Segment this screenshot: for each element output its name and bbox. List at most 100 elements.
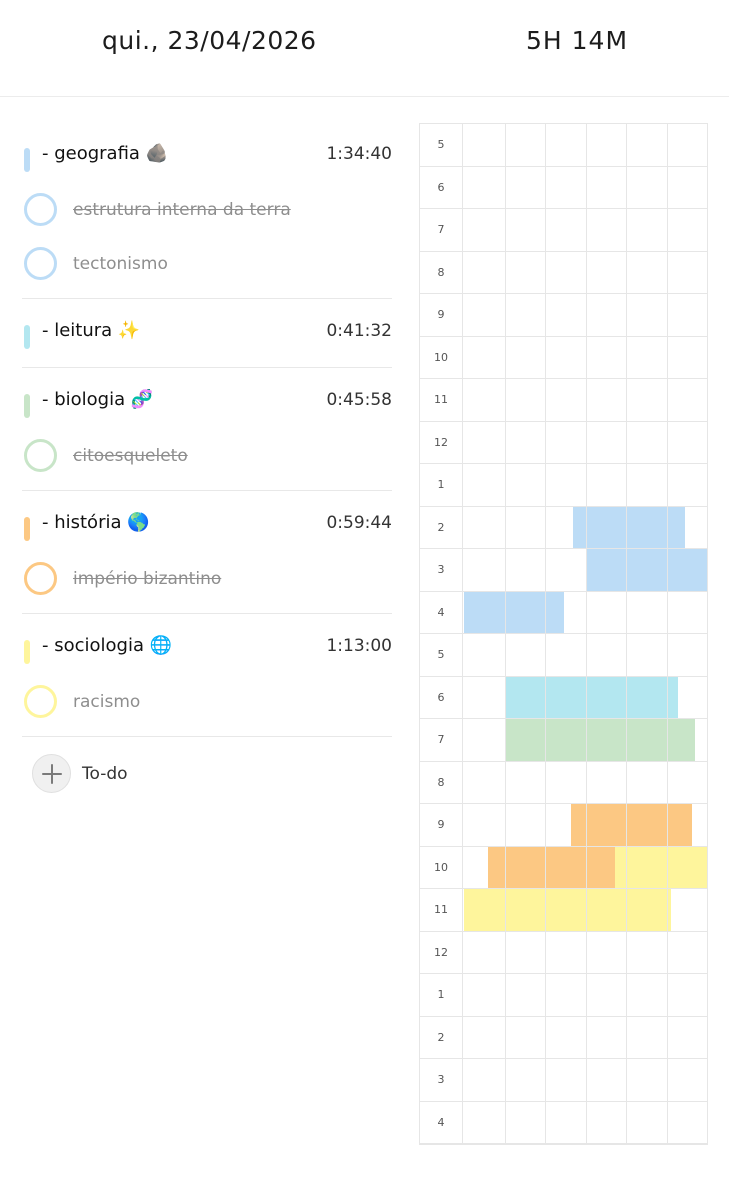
task-item[interactable]: império bizantino [22, 559, 392, 613]
timeline-row: 11 [420, 379, 707, 422]
timeline-block-geografia[interactable] [573, 506, 686, 548]
timeline-row: 4 [420, 591, 707, 634]
timeline-row: 6 [420, 166, 707, 209]
subject-row[interactable]: - geografia 🪨 1:34:40 [22, 122, 392, 190]
task-label: tectonismo [73, 254, 168, 274]
timeline-row: 5 [420, 634, 707, 677]
hour-label: 11 [420, 379, 463, 421]
hour-label: 10 [420, 336, 463, 378]
subject-color-bar [24, 394, 30, 418]
timeline-row: 12 [420, 421, 707, 464]
divider [22, 736, 392, 737]
subject-name: - sociologia 🌐 [42, 635, 173, 656]
plus-icon[interactable] [32, 754, 71, 793]
timeline-block-sociologia[interactable] [614, 846, 707, 888]
timeline-block-geografia[interactable] [585, 549, 707, 591]
subject-row[interactable]: - biologia 🧬 0:45:58 [22, 368, 392, 436]
timeline-row: 7 [420, 209, 707, 252]
task-label: citoesqueleto [73, 446, 188, 466]
timeline-block-geografia[interactable] [464, 591, 564, 633]
timeline-row: 6 [420, 676, 707, 719]
add-todo-button[interactable]: To-do [22, 737, 392, 797]
subject-row[interactable]: - sociologia 🌐 1:13:00 [22, 614, 392, 682]
subject-name: - geografia 🪨 [42, 143, 169, 164]
timeline-row: 1 [420, 464, 707, 507]
timeline-block-biologia[interactable] [505, 719, 695, 761]
subject-color-bar [24, 640, 30, 664]
hour-label: 6 [420, 676, 463, 718]
subject-time: 1:34:40 [326, 144, 392, 164]
task-checkbox[interactable] [24, 439, 57, 472]
divider [22, 613, 392, 614]
timeline-block-leitura[interactable] [505, 676, 678, 718]
hour-label: 11 [420, 889, 463, 931]
divider [22, 298, 392, 299]
divider [22, 490, 392, 491]
task-label: racismo [73, 692, 141, 712]
hour-label: 3 [420, 549, 463, 591]
hour-label: 10 [420, 846, 463, 888]
subject-time: 0:41:32 [326, 321, 392, 341]
timeline-row: 12 [420, 931, 707, 974]
grid-line [585, 124, 587, 1144]
subject-name: - leitura ✨ [42, 320, 141, 341]
hour-label: 4 [420, 591, 463, 633]
timeline-row: 10 [420, 336, 707, 379]
task-checkbox[interactable] [24, 562, 57, 595]
timeline-row: 3 [420, 1059, 707, 1102]
task-item[interactable]: estrutura interna da terra [22, 190, 392, 244]
task-item[interactable]: racismo [22, 682, 392, 736]
total-time: 5H 14M [526, 26, 629, 55]
hour-label: 4 [420, 1101, 463, 1143]
subject-time: 0:45:58 [326, 390, 392, 410]
timeline-row: 4 [420, 1101, 707, 1144]
timeline-grid: 5 6 7 8 9 10 11 12 1 2 3 4 5 6 7 8 9 10 11 12 1 2 3 4 [419, 123, 708, 1145]
subject-row[interactable]: - leitura ✨ 0:41:32 [22, 299, 392, 367]
timeline-row: 2 [420, 1016, 707, 1059]
subject-time: 0:59:44 [326, 513, 392, 533]
hour-label: 9 [420, 294, 463, 336]
task-checkbox[interactable] [24, 193, 57, 226]
subject-list: - geografia 🪨 1:34:40 estrutura interna da… [22, 122, 392, 797]
timeline-row: 1 [420, 974, 707, 1017]
timeline-block-história[interactable] [570, 804, 693, 846]
grid-line [504, 124, 506, 1144]
task-checkbox[interactable] [24, 247, 57, 280]
timeline-row: 2 [420, 506, 707, 549]
hour-label: 8 [420, 251, 463, 293]
hour-label: 12 [420, 931, 463, 973]
task-label: estrutura interna da terra [73, 200, 291, 220]
task-checkbox[interactable] [24, 685, 57, 718]
date-label[interactable]: qui., 23/04/2026 [102, 26, 317, 55]
hour-label: 6 [420, 166, 463, 208]
timeline-row: 8 [420, 761, 707, 804]
grid-line [626, 124, 627, 1144]
hour-label: 5 [420, 634, 463, 676]
subject-row[interactable]: - história 🌎 0:59:44 [22, 491, 392, 559]
header: qui., 23/04/2026 5H 14M [0, 0, 729, 97]
timeline-row: 9 [420, 804, 707, 847]
timeline-row: 7 [420, 719, 707, 762]
grid-line [545, 124, 546, 1144]
timeline-row: 10 [420, 846, 707, 889]
subject-color-bar [24, 517, 30, 541]
timeline-block-história[interactable] [488, 846, 615, 888]
task-item[interactable]: tectonismo [22, 244, 392, 298]
hour-label: 1 [420, 974, 463, 1016]
divider [22, 367, 392, 368]
hour-label: 5 [420, 124, 463, 166]
task-item[interactable]: citoesqueleto [22, 436, 392, 490]
hour-label: 3 [420, 1059, 463, 1101]
hour-label: 12 [420, 421, 463, 463]
hour-label: 2 [420, 1016, 463, 1058]
hour-label: 1 [420, 464, 463, 506]
timeline-row: 8 [420, 251, 707, 294]
grid-line [666, 124, 668, 1144]
hour-label: 7 [420, 209, 463, 251]
timeline-row: 5 [420, 124, 707, 167]
timeline-block-sociologia[interactable] [464, 889, 671, 931]
task-label: império bizantino [73, 569, 222, 589]
timeline-row: 9 [420, 294, 707, 337]
hour-label: 9 [420, 804, 463, 846]
subject-color-bar [24, 325, 30, 349]
